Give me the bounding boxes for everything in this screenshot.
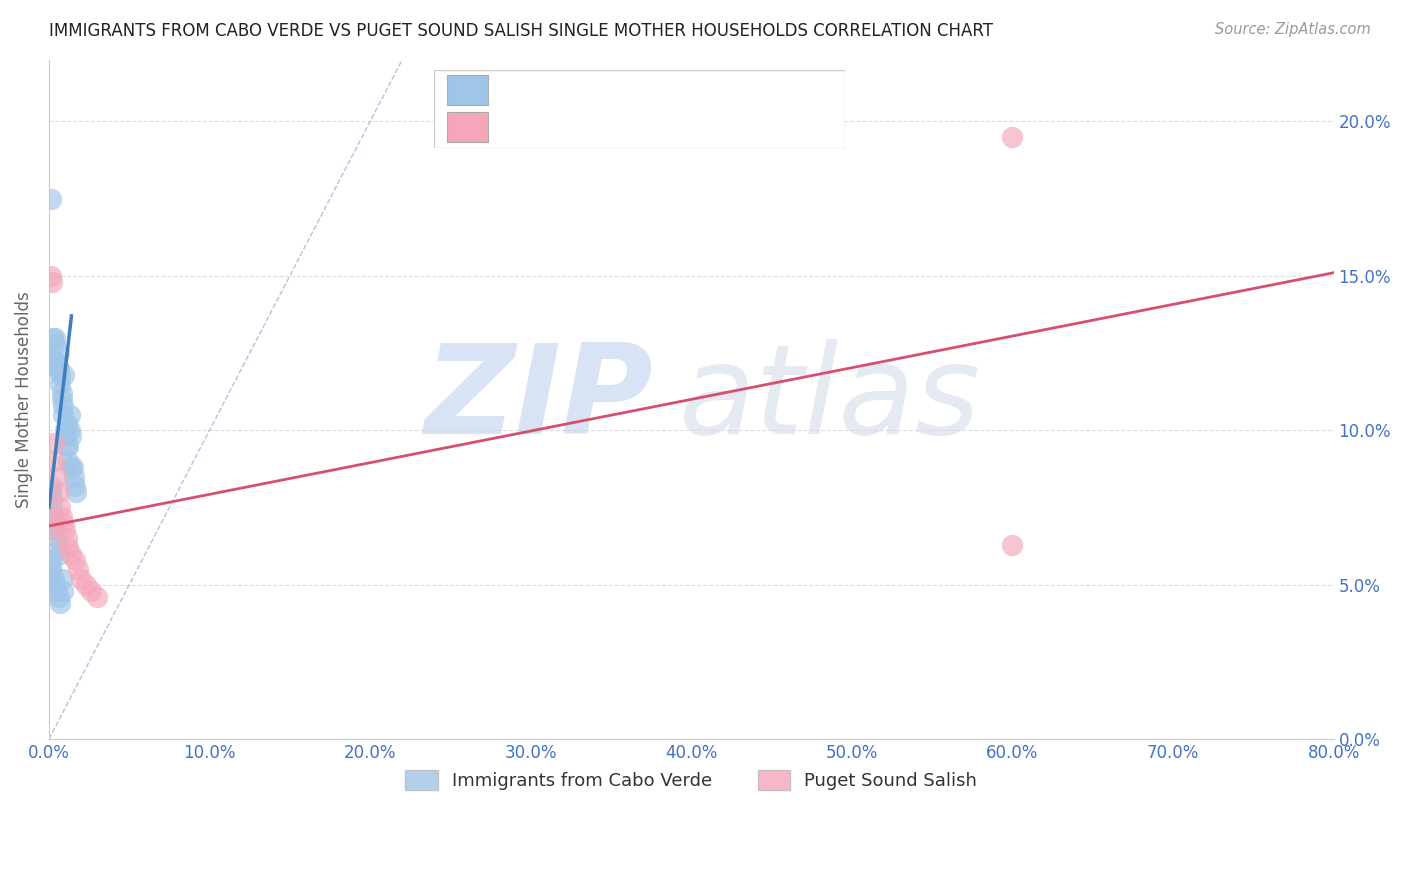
- Point: [63, 553, 86, 567]
- Point: [51, 386, 73, 401]
- Point: [75, 577, 97, 591]
- Point: [53, 429, 76, 443]
- Point: [39, 559, 62, 574]
- Point: [44, 336, 66, 351]
- Point: [41, 491, 63, 506]
- Point: [86, 590, 108, 604]
- Point: [42, 352, 65, 367]
- Point: [58, 454, 80, 468]
- Text: atlas: atlas: [679, 339, 980, 460]
- Point: [42, 435, 65, 450]
- Point: [46, 532, 69, 546]
- Point: [51, 392, 73, 407]
- Point: [39, 509, 62, 524]
- Point: [63, 469, 86, 483]
- Point: [52, 583, 75, 598]
- Point: [70, 572, 93, 586]
- Point: [65, 485, 87, 500]
- Point: [41, 192, 63, 206]
- Point: [60, 429, 83, 443]
- Point: [48, 590, 70, 604]
- Point: [53, 368, 76, 382]
- Point: [42, 330, 65, 344]
- Point: [41, 522, 63, 536]
- Point: [60, 547, 83, 561]
- Point: [49, 500, 72, 515]
- Point: [48, 485, 70, 500]
- Point: [58, 541, 80, 555]
- Point: [80, 583, 103, 598]
- Point: [55, 417, 77, 431]
- Point: [1001, 537, 1024, 551]
- Point: [39, 553, 62, 567]
- Point: [52, 399, 75, 413]
- Point: [52, 516, 75, 530]
- Point: [41, 268, 63, 283]
- Point: [49, 376, 72, 391]
- Point: [44, 454, 66, 468]
- Point: [48, 541, 70, 555]
- Point: [42, 509, 65, 524]
- Point: [44, 522, 66, 536]
- Point: [55, 439, 77, 453]
- Point: [53, 522, 76, 536]
- Point: [58, 439, 80, 453]
- Point: [55, 532, 77, 546]
- Point: [48, 361, 70, 376]
- Y-axis label: Single Mother Households: Single Mother Households: [15, 291, 32, 508]
- Point: [44, 577, 66, 591]
- Point: [46, 469, 69, 483]
- Point: [49, 547, 72, 561]
- Point: [41, 566, 63, 580]
- Point: [59, 408, 82, 422]
- Text: IMMIGRANTS FROM CABO VERDE VS PUGET SOUND SALISH SINGLE MOTHER HOUSEHOLDS CORREL: IMMIGRANTS FROM CABO VERDE VS PUGET SOUN…: [49, 22, 993, 40]
- Point: [46, 355, 69, 369]
- Point: [41, 275, 63, 289]
- Point: [60, 460, 83, 475]
- Point: [53, 423, 76, 437]
- Point: [46, 583, 69, 598]
- Point: [48, 346, 70, 360]
- Point: [49, 368, 72, 382]
- Point: [66, 562, 89, 576]
- Point: [51, 572, 73, 586]
- Point: [42, 516, 65, 530]
- Point: [63, 479, 86, 493]
- Point: [59, 423, 82, 437]
- Point: [1001, 129, 1024, 144]
- Point: [41, 500, 63, 515]
- Text: ZIP: ZIP: [425, 339, 652, 460]
- Point: [52, 408, 75, 422]
- Point: [49, 596, 72, 610]
- Point: [62, 460, 84, 475]
- Point: [42, 572, 65, 586]
- Point: [46, 361, 69, 376]
- Point: [41, 485, 63, 500]
- Point: [51, 509, 73, 524]
- Legend: Immigrants from Cabo Verde, Puget Sound Salish: Immigrants from Cabo Verde, Puget Sound …: [391, 756, 991, 805]
- Text: Source: ZipAtlas.com: Source: ZipAtlas.com: [1215, 22, 1371, 37]
- Point: [44, 330, 66, 344]
- Point: [39, 479, 62, 493]
